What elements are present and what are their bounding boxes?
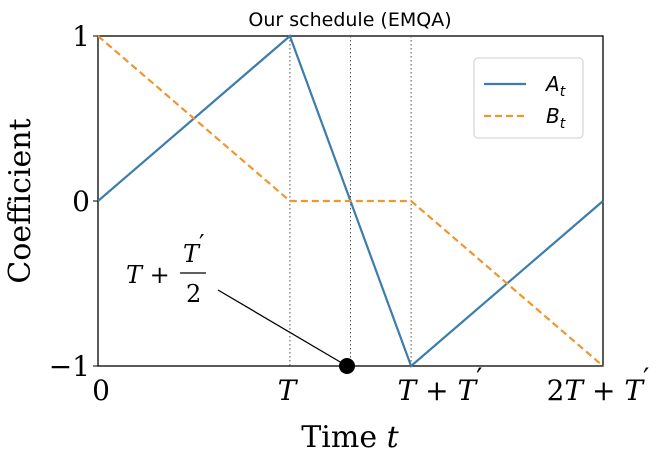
legend: At Bt	[473, 57, 584, 139]
chart-title: Our schedule (EMQA)	[248, 9, 451, 31]
x-tick-label-T-plus-T-prime: T + T′	[398, 362, 483, 407]
y-ticks: 1 0 −1	[49, 20, 98, 383]
annotation-label-lhs: T +	[126, 261, 170, 289]
y-tick-label-0: 1	[72, 20, 90, 53]
x-tick-label-T: T	[278, 374, 299, 407]
legend-box	[473, 57, 584, 139]
x-tick-label-2T-plus-T-prime: 2T + T′	[547, 362, 650, 407]
annotation: T + T′ 2	[126, 230, 355, 374]
series-line-B	[97, 35, 604, 367]
x-ticks: 0 T T + T′ 2T + T′	[92, 362, 649, 407]
y-tick-label-2: −1	[49, 350, 90, 383]
y-axis-label: Coefficient	[3, 118, 38, 283]
x-tick-label-0: 0	[92, 374, 110, 407]
annotation-arrow	[217, 289, 348, 367]
series-group	[97, 34, 604, 368]
annotation-fraction-den: 2	[186, 280, 201, 308]
x-axis-label: Time t	[301, 420, 399, 455]
annotation-fraction-num: T′	[183, 230, 204, 268]
annotation-point	[339, 358, 355, 374]
y-tick-label-1: 0	[72, 185, 90, 218]
